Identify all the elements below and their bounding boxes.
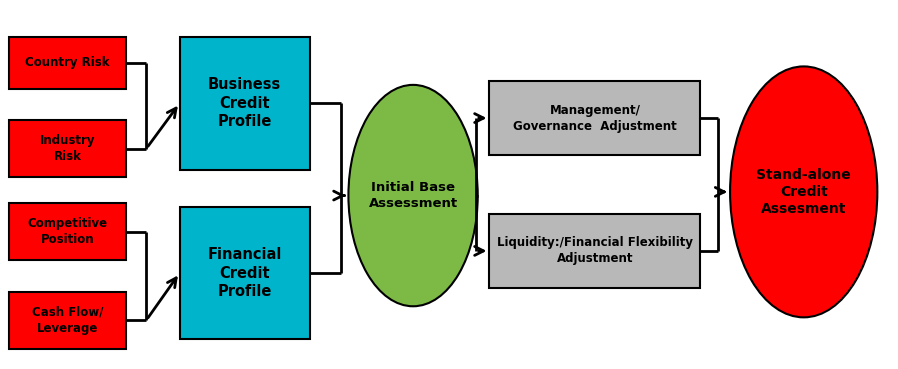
FancyBboxPatch shape xyxy=(9,203,126,260)
Text: Industry
Risk: Industry Risk xyxy=(40,134,95,163)
Text: Competitive
Position: Competitive Position xyxy=(27,217,108,246)
Text: Cash Flow/
Leverage: Cash Flow/ Leverage xyxy=(31,306,103,335)
Text: Stand-alone
Credit
Assesment: Stand-alone Credit Assesment xyxy=(756,168,851,216)
FancyBboxPatch shape xyxy=(9,292,126,349)
Text: Country Risk: Country Risk xyxy=(25,56,110,69)
FancyBboxPatch shape xyxy=(9,120,126,177)
Text: Initial Base
Assessment: Initial Base Assessment xyxy=(368,181,458,210)
Text: Management/
Governance  Adjustment: Management/ Governance Adjustment xyxy=(513,104,677,132)
FancyBboxPatch shape xyxy=(9,37,126,89)
Text: Business
Credit
Profile: Business Credit Profile xyxy=(208,77,281,130)
FancyBboxPatch shape xyxy=(489,214,700,288)
FancyBboxPatch shape xyxy=(180,207,310,339)
Text: Liquidity:/Financial Flexibility
Adjustment: Liquidity:/Financial Flexibility Adjustm… xyxy=(497,237,693,265)
Ellipse shape xyxy=(730,66,877,317)
Ellipse shape xyxy=(348,85,478,306)
FancyBboxPatch shape xyxy=(180,37,310,170)
Text: Financial
Credit
Profile: Financial Credit Profile xyxy=(207,247,282,299)
FancyBboxPatch shape xyxy=(489,81,700,155)
